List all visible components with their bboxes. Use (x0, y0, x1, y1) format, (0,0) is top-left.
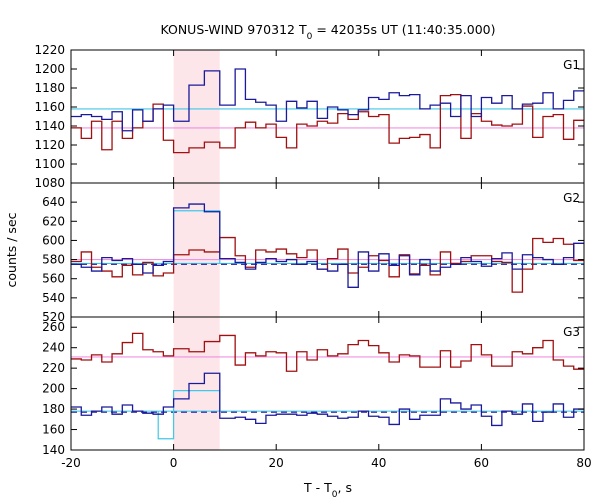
y-tick-label: 640 (42, 195, 65, 209)
y-tick-label: 1140 (34, 119, 65, 133)
y-tick-label: 560 (42, 272, 65, 286)
x-tick-label: -20 (61, 456, 81, 470)
xlabel-subscript: 0 (332, 490, 338, 500)
panel-label: G3 (563, 325, 580, 339)
series-red-steps (71, 236, 584, 293)
panel-label: G2 (563, 191, 580, 205)
xlabel-main: T - T (303, 480, 332, 495)
y-tick-label: 520 (42, 310, 65, 324)
y-tick-label: 1120 (34, 138, 65, 152)
title-rest: = 42035s UT (11:40:35.000) (312, 22, 495, 37)
panel-label: G1 (563, 58, 580, 72)
y-tick-label: 260 (42, 320, 65, 334)
panel-frame (70, 316, 585, 451)
y-tick-label: 240 (42, 341, 65, 355)
y-tick-label: 220 (42, 361, 65, 375)
title-main: KONUS-WIND 970312 T (160, 22, 306, 37)
y-tick-label: 620 (42, 214, 65, 228)
series-red-steps (71, 94, 584, 154)
y-tick-label: 180 (42, 402, 65, 416)
x-axis-label: T - T0, s (303, 480, 352, 500)
panel-frame (70, 182, 585, 318)
y-tick-label: 1180 (34, 81, 65, 95)
y-tick-label: 160 (42, 423, 65, 437)
highlight-interval (173, 50, 220, 183)
y-tick-label: 1200 (34, 62, 65, 76)
series-blue-steps (71, 68, 584, 132)
x-tick-label: 40 (371, 456, 386, 470)
series-blue-steps (71, 203, 584, 288)
y-tick-label: 140 (42, 443, 65, 457)
y-tick-label: 1220 (34, 43, 65, 57)
y-tick-label: 1100 (34, 157, 65, 171)
x-tick-label: 80 (576, 456, 591, 470)
series-blue-steps (71, 372, 584, 427)
x-tick-label: 20 (269, 456, 284, 470)
xlabel-rest: , s (338, 480, 352, 495)
series-red-steps (71, 332, 584, 372)
y-tick-label: 1080 (34, 176, 65, 190)
y-tick-label: 540 (42, 291, 65, 305)
y-tick-label: 600 (42, 233, 65, 247)
title-subscript: 0 (307, 32, 313, 42)
x-tick-label: 0 (170, 456, 178, 470)
y-tick-label: 200 (42, 382, 65, 396)
pre-burst-dip-cyan (157, 411, 175, 440)
y-tick-label: 580 (42, 253, 65, 267)
y-tick-label: 1160 (34, 100, 65, 114)
chart-title: KONUS-WIND 970312 T0 = 42035s UT (11:40:… (160, 22, 495, 42)
x-tick-label: 60 (474, 456, 489, 470)
y-axis-label: counts / sec (4, 212, 19, 287)
